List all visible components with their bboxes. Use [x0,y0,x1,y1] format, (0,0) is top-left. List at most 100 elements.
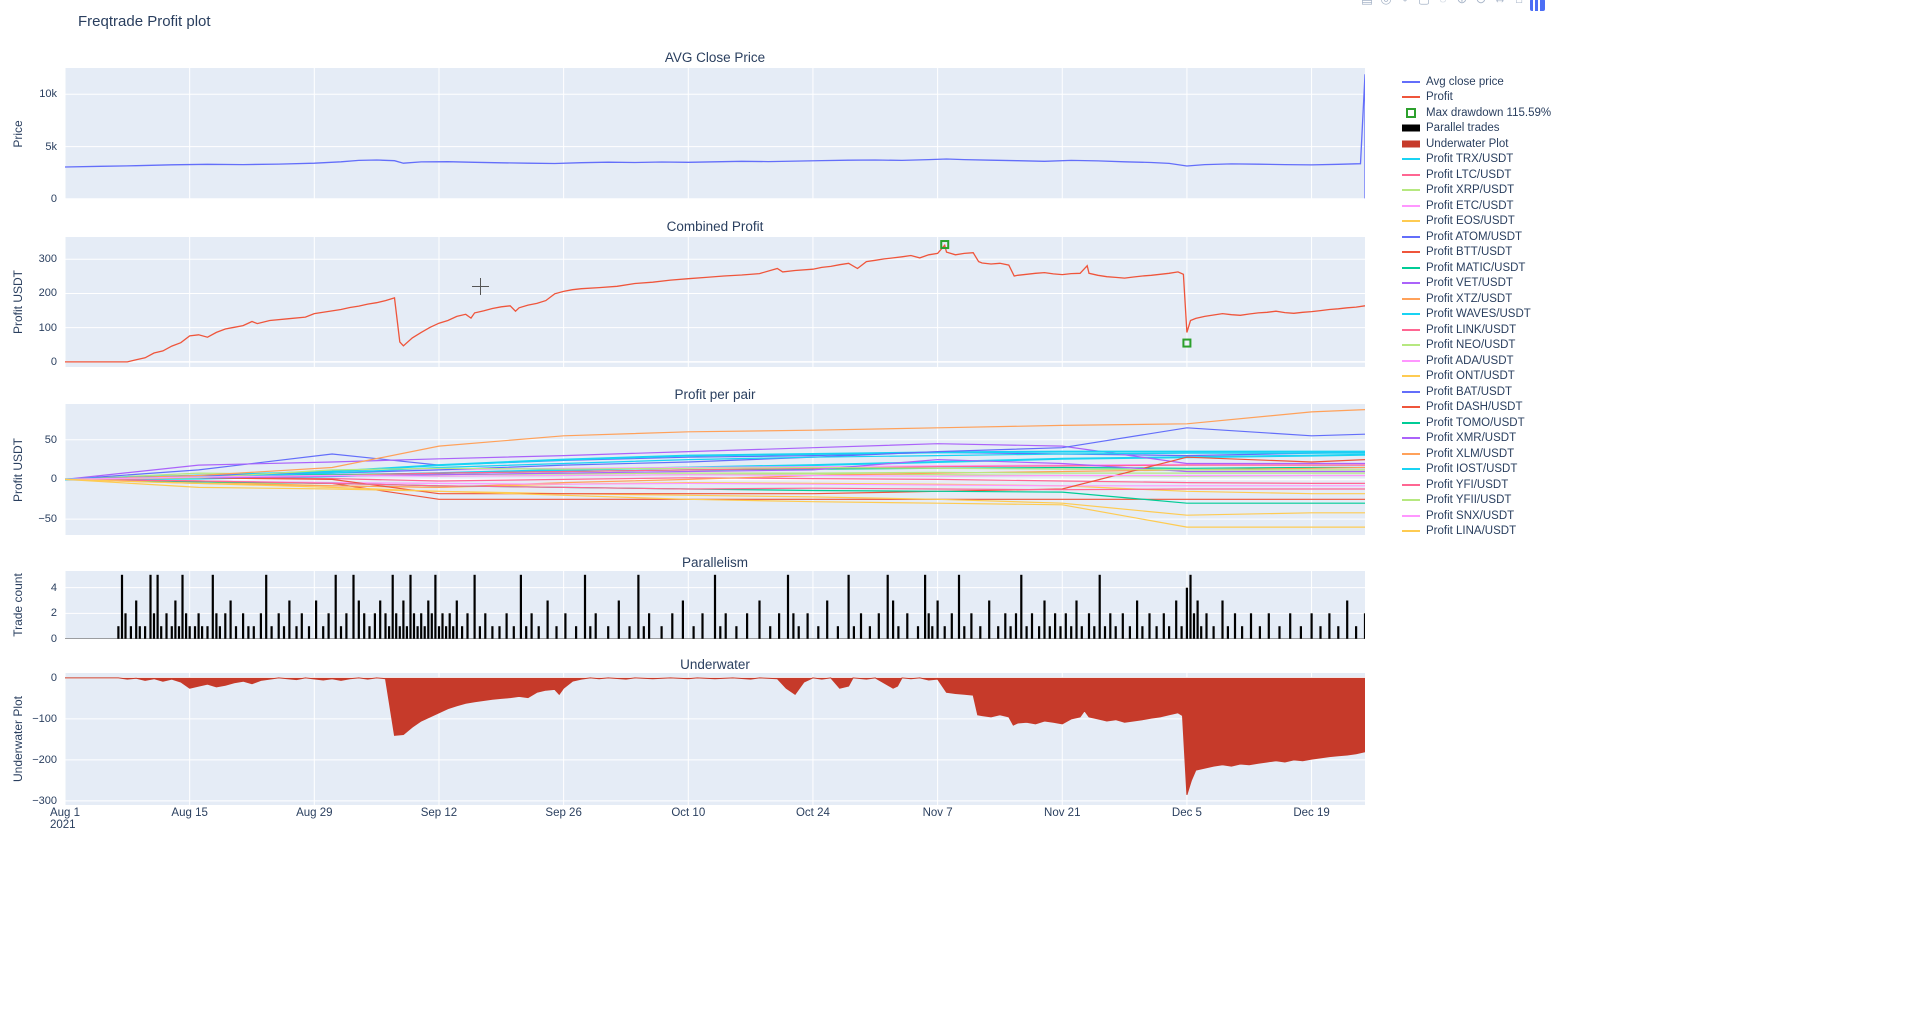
legend-label: Profit SNX/USDT [1426,509,1515,522]
legend-label: Profit [1426,91,1453,104]
legend-label: Max drawdown 115.59% [1426,106,1552,119]
x-tick-label: Dec 19 [1293,807,1330,819]
legend-swatch [1400,525,1426,537]
legend-label: Profit YFI/USDT [1426,478,1509,491]
legend-item[interactable]: Profit DASH/USDT [1400,400,1575,416]
legend-item[interactable]: Profit BAT/USDT [1400,384,1575,400]
camera-icon[interactable]: ▤ [1359,0,1375,11]
x-tick-label: Nov 7 [922,807,953,819]
legend-item[interactable]: Profit LTC/USDT [1400,167,1575,183]
y-axis-title-profit-usdt: Profit USDT [11,269,25,335]
legend-label: Profit TRX/USDT [1426,153,1514,166]
x-tick-label: Aug 15 [171,807,208,819]
legend-swatch [1400,308,1426,320]
y-tick-label: −200 [32,753,57,766]
legend-item[interactable]: Profit XMR/USDT [1400,431,1575,447]
legend-item[interactable]: Avg close price [1400,74,1575,90]
legend-label: Profit IOST/USDT [1426,463,1518,476]
legend-item[interactable]: Profit EOS/USDT [1400,214,1575,230]
legend-swatch [1400,169,1426,181]
legend-label: Profit TOMO/USDT [1426,416,1525,429]
autoscale-icon[interactable]: ↔ [1492,0,1508,11]
legend-swatch [1400,386,1426,398]
legend-item[interactable]: Profit IOST/USDT [1400,462,1575,478]
legend-label: Profit BAT/USDT [1426,385,1513,398]
legend-swatch [1400,339,1426,351]
legend-swatch [1400,293,1426,305]
legend-swatch [1400,324,1426,336]
legend-item[interactable]: Profit TRX/USDT [1400,152,1575,168]
legend-label: Profit BTT/USDT [1426,246,1513,259]
plot-area-parallelism[interactable]: 0 2 4 [51,571,1365,645]
zoom-icon[interactable]: ◎ [1378,0,1394,11]
legend-item[interactable]: Profit XRP/USDT [1400,183,1575,199]
legend-swatch [1400,355,1426,367]
x-tick-label: Sep 26 [545,807,582,819]
legend-item[interactable]: Profit SNX/USDT [1400,508,1575,524]
legend-item[interactable]: Profit LINA/USDT [1400,524,1575,540]
y-tick-label: 0 [50,473,57,486]
legend-item[interactable]: Profit ADA/USDT [1400,353,1575,369]
subplot-title-combined-profit: Combined Profit [666,219,764,234]
subplot-title-parallelism: Parallelism [681,555,749,570]
legend-swatch [1400,448,1426,460]
plot-area-combined-profit[interactable]: 0 100 200 300 [39,237,1365,368]
y-tick-label: 4 [50,581,57,594]
y-tick-label: 5k [45,140,57,153]
legend-label: Parallel trades [1426,122,1500,135]
y-tick-label: 2 [50,607,57,620]
plot-area-underwater[interactable]: 0 −100 −200 −300 [32,672,1365,807]
y-tick-label: −50 [38,513,57,526]
legend-label: Profit DASH/USDT [1426,401,1523,414]
legend-label: Profit EOS/USDT [1426,215,1515,228]
y-axis-title-profit-usdt-pairs: Profit USDT [11,437,25,503]
legend-item[interactable]: Profit XLM/USDT [1400,446,1575,462]
subplot-title-profit-per-pair: Profit per pair [674,387,756,402]
legend-item[interactable]: Profit [1400,90,1575,106]
legend-swatch [1400,417,1426,429]
legend-item[interactable]: Profit VET/USDT [1400,276,1575,292]
legend-item[interactable]: Parallel trades [1400,121,1575,137]
legend-item[interactable]: Profit MATIC/USDT [1400,260,1575,276]
legend-label: Profit LINK/USDT [1426,323,1517,336]
plot-area-profit-per-pair[interactable]: −50 0 50 [38,404,1365,535]
legend-item[interactable]: Profit XTZ/USDT [1400,291,1575,307]
legend-label: Profit XTZ/USDT [1426,292,1513,305]
y-tick-label: 300 [38,253,57,266]
legend: Avg close price Profit Max drawdown 115.59… [1400,74,1575,539]
lasso-select-icon[interactable]: ◌ [1435,0,1451,11]
x-axis-ticks: Aug 1 2021 Aug 15 Aug 29 Sep 12 Sep 26 Oct 10 O… [0,807,1500,841]
plot-area-avg-close-price[interactable]: 0 5k 10k [39,68,1365,205]
reset-axes-icon[interactable]: ⌂ [1511,0,1527,11]
zoom-out-icon[interactable]: ⊖ [1473,0,1489,11]
x-tick-label: Oct 24 [795,807,830,819]
legend-item[interactable]: Profit NEO/USDT [1400,338,1575,354]
legend-item[interactable]: Profit YFII/USDT [1400,493,1575,509]
legend-item[interactable]: Max drawdown 115.59% [1400,105,1575,121]
pan-icon[interactable]: ⌖ [1397,0,1413,11]
legend-swatch [1400,401,1426,413]
legend-item[interactable]: Profit LINK/USDT [1400,322,1575,338]
legend-label: Profit XRP/USDT [1426,184,1515,197]
legend-item[interactable]: Profit TOMO/USDT [1400,415,1575,431]
y-tick-label: 50 [44,433,57,446]
legend-swatch [1400,246,1426,258]
legend-item[interactable]: Profit ONT/USDT [1400,369,1575,385]
zoom-in-icon[interactable]: ⊕ [1454,0,1470,11]
legend-item[interactable]: Profit WAVES/USDT [1400,307,1575,323]
modebar: ▤◎⌖▢◌⊕⊖↔⌂ [1359,0,1545,11]
legend-item[interactable]: Profit ETC/USDT [1400,198,1575,214]
legend-swatch [1400,463,1426,475]
legend-item[interactable]: Profit ATOM/USDT [1400,229,1575,245]
legend-item[interactable]: Underwater Plot [1400,136,1575,152]
box-select-icon[interactable]: ▢ [1416,0,1432,11]
legend-item[interactable]: Profit YFI/USDT [1400,477,1575,493]
legend-label: Avg close price [1426,75,1504,88]
y-tick-label: 0 [50,633,57,645]
plotly-logo[interactable] [1530,0,1545,11]
legend-label: Profit LINA/USDT [1426,525,1517,538]
y-tick-label: −100 [32,712,57,725]
legend-item[interactable]: Profit BTT/USDT [1400,245,1575,261]
y-axis-title-underwater-plot: Underwater Plot [11,695,25,783]
subplot-title-underwater: Underwater [680,657,750,672]
